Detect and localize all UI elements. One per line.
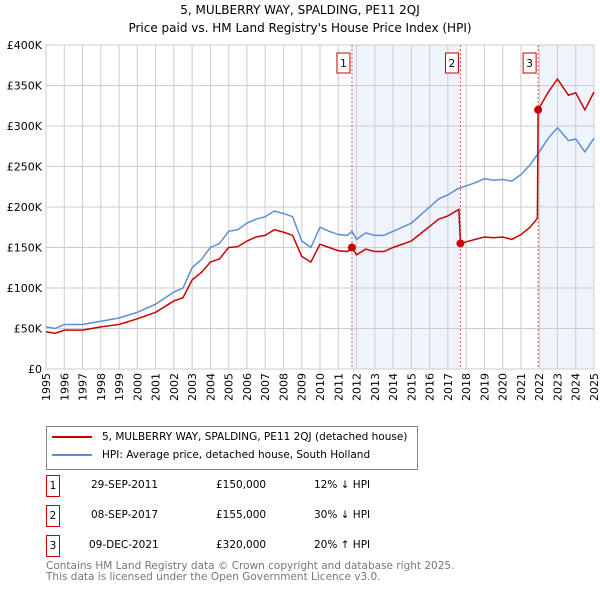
sale-point [534, 105, 543, 114]
x-tick-label: 1995 [40, 373, 53, 401]
legend-swatch-property [52, 436, 92, 438]
x-tick-label: 2016 [424, 373, 437, 401]
y-tick-label: £0 [28, 363, 42, 376]
sale-point [456, 239, 465, 248]
sale-marker-box [522, 52, 537, 74]
sale-date: 29-SEP-2011 [91, 479, 159, 491]
sale-row: 2 08-SEP-2017 £155,000 30% ↓ HPI [46, 505, 466, 527]
y-tick-label: £300K [7, 120, 43, 133]
x-tick-label: 2023 [551, 373, 564, 401]
y-tick-label: £50K [14, 323, 43, 336]
plot-border [45, 44, 595, 370]
x-tick-label: 2000 [131, 373, 144, 401]
sale-price: £155,000 [216, 509, 267, 521]
footer-copyright: Contains HM Land Registry data © Crown c… [46, 560, 455, 572]
sale-marker-box [336, 52, 351, 74]
x-tick-label: 2020 [497, 373, 510, 401]
x-tick-label: 2025 [588, 373, 600, 401]
price-chart: 5, MULBERRY WAY, SPALDING, PE11 2QJ Pric… [7, 3, 600, 401]
sale-date: 08-SEP-2017 [91, 509, 159, 521]
x-tick-label: 2006 [241, 373, 254, 401]
x-tick-label: 2007 [259, 373, 272, 401]
x-tick-label: 1996 [58, 373, 71, 401]
x-tick-label: 1999 [113, 373, 126, 401]
x-tick-label: 2011 [332, 373, 345, 401]
x-tick-label: 2021 [515, 373, 528, 401]
sale-hpi-diff: 20% ↑ HPI [314, 539, 371, 551]
legend: 5, MULBERRY WAY, SPALDING, PE11 2QJ (det… [46, 426, 418, 470]
sale-price: £150,000 [216, 479, 267, 491]
sale-marker-number: 2 [449, 58, 456, 70]
sale-marker-label: 2 [46, 505, 60, 527]
legend-label-hpi: HPI: Average price, detached house, Sout… [102, 449, 371, 461]
y-tick-label: £250K [7, 161, 43, 174]
sale-hpi-diff: 12% ↓ HPI [314, 479, 371, 491]
y-tick-label: £150K [7, 242, 43, 255]
sale-marker-number: 3 [526, 58, 533, 70]
sale-hpi-diff: 30% ↓ HPI [314, 509, 371, 521]
property-price-line [45, 77, 595, 335]
sale-row: 1 29-SEP-2011 £150,000 12% ↓ HPI [46, 475, 466, 497]
x-tick-label: 2001 [150, 373, 163, 401]
y-tick-label: £400K [7, 39, 43, 52]
x-tick-label: 2013 [369, 373, 382, 401]
sale-marker-box [444, 52, 459, 74]
sale-date: 09-DEC-2021 [89, 539, 159, 551]
x-tick-label: 2018 [460, 373, 473, 401]
x-tick-label: 2008 [277, 373, 290, 401]
x-tick-label: 2017 [442, 373, 455, 401]
x-tick-label: 2024 [570, 373, 583, 401]
x-tick-label: 2014 [387, 373, 400, 401]
footer-licence: This data is licensed under the Open Gov… [46, 571, 381, 583]
x-tick-label: 2010 [314, 373, 327, 401]
sale-marker-label: 3 [46, 535, 60, 557]
x-tick-label: 2003 [186, 373, 199, 401]
sale-marker-number: 1 [340, 58, 347, 70]
x-tick-label: 2015 [405, 373, 418, 401]
x-tick-label: 2019 [478, 373, 491, 401]
legend-label-property: 5, MULBERRY WAY, SPALDING, PE11 2QJ (det… [102, 431, 408, 443]
x-tick-label: 2005 [223, 373, 236, 401]
x-tick-label: 1998 [95, 373, 108, 401]
y-tick-label: £200K [7, 201, 43, 214]
x-tick-label: 2009 [296, 373, 309, 401]
x-tick-label: 1997 [77, 373, 90, 401]
hpi-line [45, 126, 595, 330]
chart-subtitle: Price paid vs. HM Land Registry's House … [128, 21, 471, 35]
x-tick-label: 2002 [168, 373, 181, 401]
x-tick-label: 2012 [351, 373, 364, 401]
footer: Contains HM Land Registry data © Crown c… [46, 561, 454, 583]
sale-price: £320,000 [216, 539, 267, 551]
chart-title: 5, MULBERRY WAY, SPALDING, PE11 2QJ [180, 3, 420, 17]
y-tick-label: £100K [7, 282, 43, 295]
sale-point [347, 243, 356, 252]
y-tick-label: £350K [7, 80, 43, 93]
legend-swatch-hpi [52, 454, 92, 456]
x-tick-label: 2004 [204, 373, 217, 401]
sale-marker-label: 1 [46, 475, 60, 497]
sale-row: 3 09-DEC-2021 £320,000 20% ↑ HPI [46, 535, 466, 557]
x-tick-label: 2022 [533, 373, 546, 401]
